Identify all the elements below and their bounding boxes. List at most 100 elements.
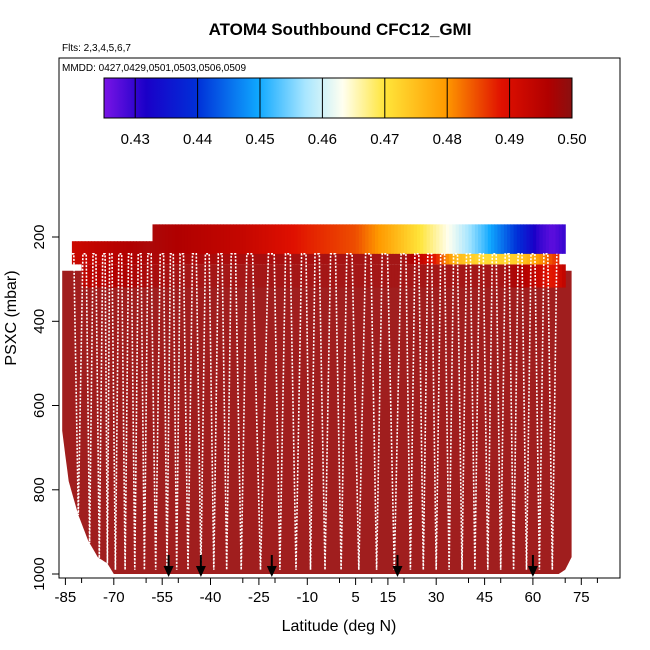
band-top-cell (407, 224, 412, 254)
band-low-cell (291, 264, 295, 288)
band-low-cell (223, 264, 228, 288)
band-top-cell (300, 224, 305, 254)
band-top-cell (284, 224, 289, 254)
band-low-cell (423, 264, 428, 288)
band-top-cell (429, 224, 434, 254)
band-top-cell (516, 224, 521, 254)
band-low-cell (555, 264, 560, 288)
band-top-cell (355, 224, 360, 254)
band-low-cell (503, 264, 508, 288)
x-tick-label: 5 (351, 589, 359, 606)
band-top-cell (233, 224, 237, 254)
band-low-cell (168, 264, 173, 288)
band-low (81, 264, 566, 288)
band-low-cell (162, 264, 166, 288)
mmdd-label: MMDD: 0427,0429,0501,0503,0506,0509 (62, 63, 246, 74)
band-top-cell (249, 224, 254, 254)
band-low-cell (152, 264, 157, 288)
band-top-cell (471, 224, 476, 254)
band-top-cell (458, 224, 463, 254)
band-top-cell (445, 224, 450, 254)
band-top-cell (184, 224, 189, 254)
band-top-cell (246, 224, 250, 254)
band-low-cell (268, 264, 273, 288)
band-top-cell (349, 224, 353, 254)
band-top-cell (468, 224, 473, 254)
band-mid-cell (75, 241, 79, 265)
band-low-cell (262, 264, 266, 288)
band-low-cell (458, 264, 463, 288)
band-low-cell (300, 264, 305, 288)
band-mid-cell (94, 241, 99, 265)
band-top-cell (503, 224, 508, 254)
colorbar-tick-label: 0.49 (495, 131, 524, 148)
band-top-cell (410, 224, 415, 254)
band-low-cell (81, 264, 86, 288)
arrow-head (392, 566, 403, 577)
band-top-cell (394, 224, 399, 254)
band-low-cell (294, 264, 299, 288)
band-top-cell (487, 224, 492, 254)
arrow-head (195, 566, 206, 577)
band-mid-cell (84, 241, 89, 265)
band-low-cell (449, 264, 453, 288)
band-low-cell (391, 264, 395, 288)
band-low-cell (526, 264, 531, 288)
band-low-cell (216, 264, 221, 288)
band-top-cell (368, 224, 373, 254)
band-low-cell (552, 264, 557, 288)
band-mid-cell (136, 241, 141, 265)
band-top-cell (187, 224, 192, 254)
band-top-cell (374, 224, 379, 254)
band-low-cell (242, 264, 247, 288)
band-mid-cell (120, 241, 125, 265)
colorbar-tick-label: 0.50 (557, 131, 586, 148)
band-low-cell (210, 264, 215, 288)
band-top-cell (339, 224, 344, 254)
y-axis: 200 400 600 800 1000 (31, 224, 59, 591)
band-low-cell (249, 264, 254, 288)
band-low-cell (558, 264, 563, 288)
band-low-cell (246, 264, 250, 288)
x-tick-label: 45 (476, 589, 493, 606)
band-top-cell (529, 224, 534, 254)
band-mid-cell (126, 241, 131, 265)
band-mid-cell (81, 241, 86, 265)
band-top-cell (545, 224, 550, 254)
band-top-cell (342, 224, 347, 254)
band-low-cell (316, 264, 321, 288)
band-low-cell (416, 264, 421, 288)
x-tick-label: -85 (55, 589, 77, 606)
band-low-cell (536, 264, 540, 288)
band-low-cell (539, 264, 544, 288)
band-low-cell (516, 264, 521, 288)
band-top-cell (436, 224, 441, 254)
band-top-cell (181, 224, 186, 254)
x-tick-label: -40 (200, 589, 222, 606)
band-low-cell (197, 264, 202, 288)
band-top-cell (275, 224, 279, 254)
band-top-cell (352, 224, 357, 254)
arrow-head (163, 566, 174, 577)
band-top-cell (433, 224, 437, 254)
band-low-cell (200, 264, 205, 288)
band-low-cell (433, 264, 437, 288)
band-mid-cell (78, 241, 83, 265)
band-low-cell (545, 264, 550, 288)
band-low-cell (378, 264, 383, 288)
band-mid-cell (142, 241, 147, 265)
band-top-cell (371, 224, 376, 254)
colorbar-tick-label: 0.47 (370, 131, 399, 148)
band-low-cell (410, 264, 415, 288)
band-mid-cell (107, 241, 112, 265)
y-axis-label: PSXC (mbar) (3, 270, 20, 365)
colorbar-tick-label: 0.44 (183, 131, 212, 148)
band-low-cell (429, 264, 434, 288)
x-tick-label: 75 (573, 589, 590, 606)
band-top (152, 224, 566, 254)
band-top-cell (539, 224, 544, 254)
band-mid-cell (88, 241, 92, 265)
band-low-cell (287, 264, 292, 288)
band-mid-cell (91, 241, 96, 265)
band-top-cell (494, 224, 499, 254)
